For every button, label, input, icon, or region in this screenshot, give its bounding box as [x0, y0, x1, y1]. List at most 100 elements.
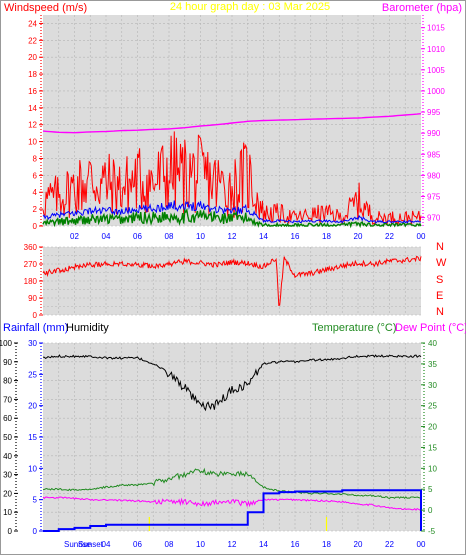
wind-direction-series-line — [42, 256, 422, 307]
barometer-axis-tick-label: 1005 — [427, 66, 445, 75]
temperature-axis-tick-label: -5 — [428, 527, 436, 536]
barometer-axis-tick-label: 990 — [427, 129, 441, 138]
sunrise-label: Sunrise — [64, 540, 92, 549]
windspeed-title: Windspeed (m/s) — [4, 2, 87, 14]
humidity-axis-tick-label: 90 — [3, 358, 12, 367]
humidity-axis-tick-label: 60 — [3, 414, 12, 423]
climate-x-tick-label: 20 — [354, 540, 363, 549]
climate-x-tick-label: 00 — [417, 540, 426, 549]
wind-axis-tick-label: 22 — [28, 36, 37, 45]
direction-axis-tick-label: 0 — [33, 311, 38, 320]
wind-axis-tick-label: 18 — [28, 70, 37, 79]
wind-x-tick-label: 12 — [228, 232, 237, 241]
climate-x-tick-label: 22 — [385, 540, 394, 549]
direction-axis-tick-label: 360 — [24, 243, 38, 252]
wind-x-tick-label: 22 — [385, 232, 394, 241]
direction-axis-tick-label: 90 — [28, 294, 37, 303]
temperature-axis-tick-label: 30 — [428, 381, 437, 390]
temperature-axis-tick-label: 25 — [428, 402, 437, 411]
wind-x-tick-label: 18 — [322, 232, 331, 241]
dewpoint-series-line — [42, 496, 422, 511]
temperature-title: Temperature (°C) — [312, 322, 396, 334]
compass-e: E — [436, 290, 443, 302]
wind-average-series-line — [42, 200, 421, 224]
compass-w: W — [436, 257, 447, 269]
wind-axis-tick-label: 12 — [28, 121, 37, 130]
humidity-axis-tick-label: 50 — [3, 433, 12, 442]
barometer-axis-tick-label: 970 — [427, 214, 441, 223]
rainfall-axis-tick-label: 10 — [28, 464, 37, 473]
humidity-axis-tick-label: 70 — [3, 395, 12, 404]
wind-axis-tick-label: 20 — [28, 53, 37, 62]
wind-x-tick-label: 04 — [102, 232, 111, 241]
humidity-axis-tick-label: 10 — [3, 508, 12, 517]
graph-date-title: 24 hour graph day : 03 Mar 2025 — [170, 1, 330, 13]
rainfall-axis-tick-label: 20 — [28, 402, 37, 411]
rainfall-axis-tick-label: 0 — [33, 527, 38, 536]
wind-x-tick-label: 10 — [196, 232, 205, 241]
temperature-axis-tick-label: 35 — [428, 360, 437, 369]
barometer-axis-tick-label: 1000 — [427, 87, 445, 96]
wind-x-tick-label: 08 — [165, 232, 174, 241]
climate-x-tick-label: 12 — [228, 540, 237, 549]
wind-x-tick-label: 02 — [70, 232, 79, 241]
barometer-axis-tick-label: 1010 — [427, 45, 445, 54]
climate-x-tick-label: 10 — [196, 540, 205, 549]
wind-axis-tick-label: 16 — [28, 87, 37, 96]
climate-x-tick-label: 18 — [322, 540, 331, 549]
barometer-axis-tick-label: 980 — [427, 171, 441, 180]
humidity-series-line — [42, 354, 422, 412]
barometer-axis-tick-label: 995 — [427, 108, 441, 117]
wind-axis-tick-label: 4 — [33, 188, 38, 197]
sunset-label: Sunset — [78, 540, 104, 549]
wind-axis-tick-label: 8 — [33, 154, 38, 163]
wind-axis-tick-label: 2 — [33, 205, 38, 214]
direction-axis-tick-label: 270 — [24, 260, 38, 269]
wind-x-tick-label: 06 — [133, 232, 142, 241]
wind-low-series-line — [42, 207, 422, 229]
wind-x-tick-label: 20 — [354, 232, 363, 241]
wind-x-tick-label: 16 — [291, 232, 300, 241]
humidity-axis-tick-label: 100 — [0, 339, 13, 348]
temperature-axis-tick-label: 20 — [428, 423, 437, 432]
wind-axis-tick-label: 24 — [28, 19, 37, 28]
compass-s: S — [436, 274, 443, 286]
humidity-axis-tick-label: 20 — [3, 489, 12, 498]
humidity-axis-tick-label: 80 — [3, 377, 12, 386]
climate-x-tick-label: 04 — [102, 540, 111, 549]
barometer-title: Barometer (hpa) — [382, 2, 462, 14]
climate-x-tick-label: 16 — [291, 540, 300, 549]
wind-axis-tick-label: 6 — [33, 171, 38, 180]
compass-n-top: N — [436, 241, 444, 253]
barometer-series-line — [42, 113, 422, 134]
wind-axis-tick-label: 10 — [28, 138, 37, 147]
climate-x-tick-label: 08 — [165, 540, 174, 549]
barometer-axis-tick-label: 985 — [427, 150, 441, 159]
humidity-axis-tick-label: 0 — [8, 527, 13, 536]
barometer-axis-tick-label: 975 — [427, 192, 441, 201]
rainfall-axis-tick-label: 30 — [28, 339, 37, 348]
temperature-series-line — [42, 467, 422, 500]
humidity-axis-tick-label: 30 — [3, 471, 12, 480]
humidity-title: Humidity — [66, 322, 109, 334]
temperature-axis-tick-label: 15 — [428, 443, 437, 452]
barometer-axis-tick-label: 1015 — [427, 24, 445, 33]
temperature-axis-tick-label: 10 — [428, 464, 437, 473]
rainfall-axis-tick-label: 5 — [33, 496, 38, 505]
wind-axis-tick-label: 14 — [28, 104, 37, 113]
temperature-axis-tick-label: 40 — [428, 339, 437, 348]
direction-axis-tick-label: 180 — [24, 277, 38, 286]
rainfall-title: Rainfall (mm) — [3, 322, 68, 334]
rainfall-series-line — [43, 489, 422, 532]
rainfall-axis-tick-label: 25 — [28, 370, 37, 379]
compass-n-bottom: N — [436, 306, 444, 318]
rainfall-axis-tick-label: 15 — [28, 433, 37, 442]
dewpoint-title: Dew Point (°C) — [395, 322, 466, 334]
temperature-axis-tick-label: 0 — [428, 506, 433, 515]
temperature-axis-tick-label: 5 — [428, 485, 433, 494]
humidity-axis-tick-label: 40 — [3, 452, 12, 461]
wind-x-tick-label: 00 — [417, 232, 426, 241]
climate-x-tick-label: 06 — [133, 540, 142, 549]
